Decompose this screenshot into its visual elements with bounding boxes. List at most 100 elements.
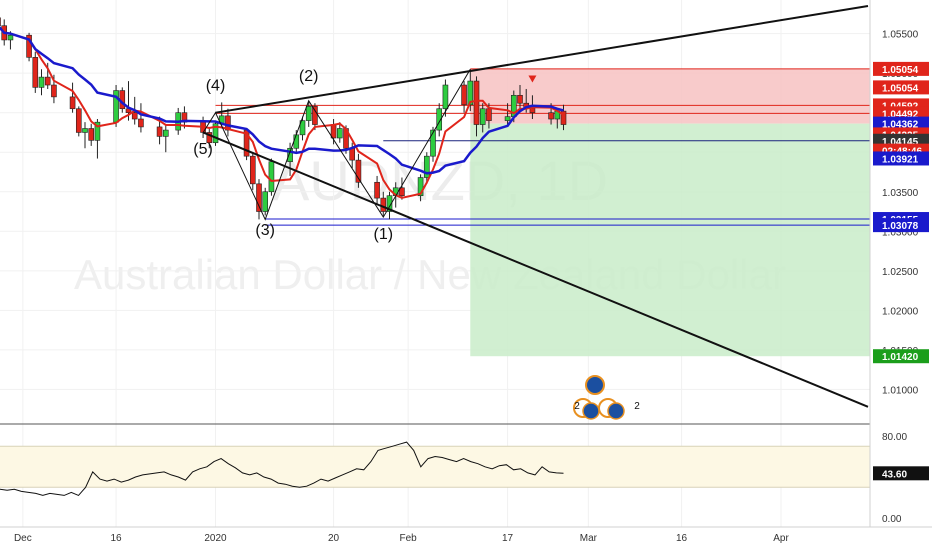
time-tick-label: 16 [111,533,123,544]
price-tag-label: 1.05054 [882,65,919,76]
candle-body [305,106,312,121]
wave-path-line [202,68,471,221]
trendline [215,4,869,114]
price-tag-label: 1.05054 [882,83,919,94]
event-flag-icon [582,402,600,420]
candle-body [467,80,474,106]
event-flag-icon [607,402,625,420]
price-tag [873,151,929,166]
price-tag [873,218,929,233]
australia-flag-icon [585,375,605,395]
time-tick-label: 17 [502,533,514,544]
candle-body [423,155,430,178]
price-tag [873,61,929,76]
candle-body [529,107,536,113]
time-tick-label: Mar [580,533,598,544]
wave-label: (2) [299,68,319,85]
candle-body [262,191,269,212]
candle-body [156,126,163,137]
candle-body [486,108,492,121]
price-tag [873,349,929,364]
price-tick-label: 1.03000 [882,227,919,238]
candles [0,17,567,220]
candle-body [38,76,45,88]
candle-body [249,155,256,185]
candle-body [399,187,405,197]
wave-label: (4) [206,78,226,95]
candle-body [7,34,14,41]
price-tag-label: 1.04362 [882,120,919,131]
time-tick-label: Dec [14,533,32,544]
moving-average-line [0,26,565,199]
candle-body [548,112,554,120]
price-tag-label: 1.04492 [882,109,919,120]
candle-body [162,129,169,137]
candle-body [560,110,567,125]
sell-marker-icon [528,75,537,83]
event-badge-count: 2 [574,401,580,412]
wave-labels: (4) (2) (5) (3) (1) [193,68,393,243]
candle-body [206,132,213,144]
candle-body [336,128,343,139]
time-axis: Dec 16 2020 20 Feb 17 Mar 16 Apr [0,526,932,544]
event-badge-count: 2 [634,401,640,412]
wave-label: (5) [193,141,213,158]
position-tool [470,68,870,357]
candle-body [51,84,57,98]
wave-label: (3) [255,222,275,239]
drawn-lines [202,4,869,408]
candle-body [430,129,436,157]
price-tick-label: 1.03500 [882,188,919,199]
candle-body [0,17,1,27]
candle-body [442,84,449,110]
candle-body [386,195,393,212]
candle-body [69,96,76,110]
price-tag-label: 1.04145 [882,137,919,148]
position-reward-zone [470,123,870,357]
candle-body [75,108,82,133]
candle-body [32,57,39,88]
candle-body [355,159,362,183]
time-tick-label: Feb [400,533,418,544]
price-tags: 1.050541.050541.045921.044921.043621.042… [873,61,929,481]
candle-body [504,116,511,121]
candle-body [380,197,387,212]
oscillator-value-tag [873,466,929,481]
candle-body [312,106,318,125]
candle-body [131,112,138,120]
time-tick-label: 20 [328,533,340,544]
price-tag-label: 1.03078 [882,221,919,232]
candle-body [473,80,480,125]
price-tag-label: 1.01420 [882,352,919,363]
candle-body [287,147,293,163]
price-tick-label: 1.01000 [882,385,919,396]
candle-body [212,123,219,144]
candle-body [479,108,486,125]
candle-body [256,183,262,212]
candle-body [374,181,380,199]
candle-body [517,94,523,104]
time-tick-label: Apr [773,533,789,544]
price-tag-label: 1.03921 [882,154,919,165]
price-tick-label: 1.02000 [882,306,919,317]
candle-body [44,76,51,86]
price-tick-label: 1.05500 [882,30,919,41]
horizontal-levels [215,68,870,226]
candle-body [268,161,275,193]
candle-body [293,134,300,149]
candle-body [417,177,424,197]
trendline [202,131,869,408]
price-tag [873,116,929,131]
candle-body [461,84,467,106]
wave-label: (1) [374,226,394,243]
oscillator-tick-label: 0.00 [882,514,902,525]
candle-body [26,34,32,58]
oscillator-pane [0,423,870,496]
candle-body [88,128,95,141]
price-tag [873,80,929,95]
oscillator-tick-label: 80.00 [882,432,907,443]
candle-body [181,112,188,123]
candle-body [82,128,88,133]
